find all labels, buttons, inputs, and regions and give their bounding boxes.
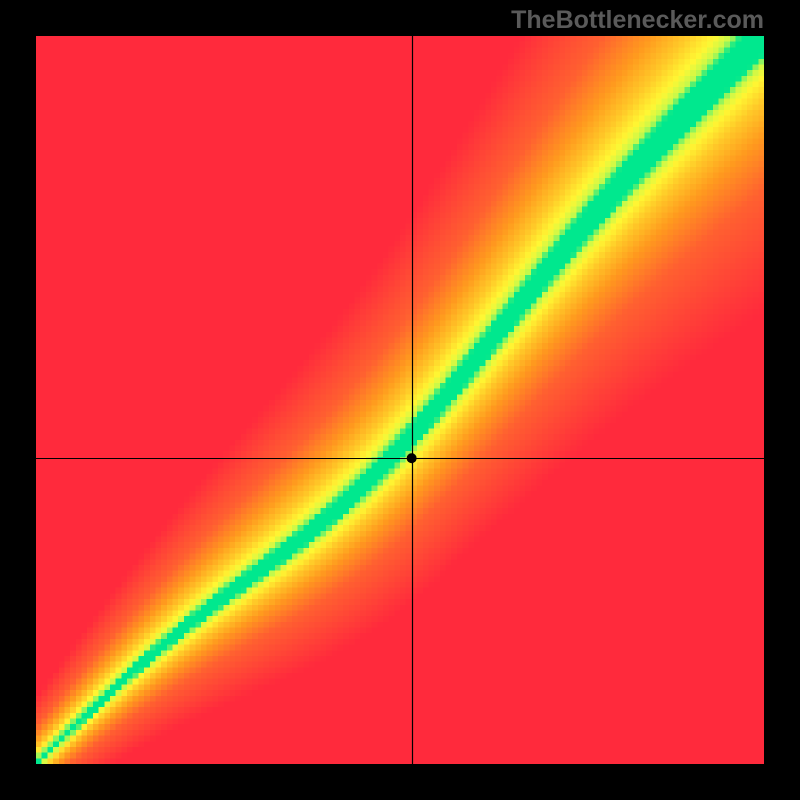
- crosshair-overlay: [36, 36, 764, 764]
- chart-container: TheBottlenecker.com: [0, 0, 800, 800]
- watermark-text: TheBottlenecker.com: [511, 6, 764, 35]
